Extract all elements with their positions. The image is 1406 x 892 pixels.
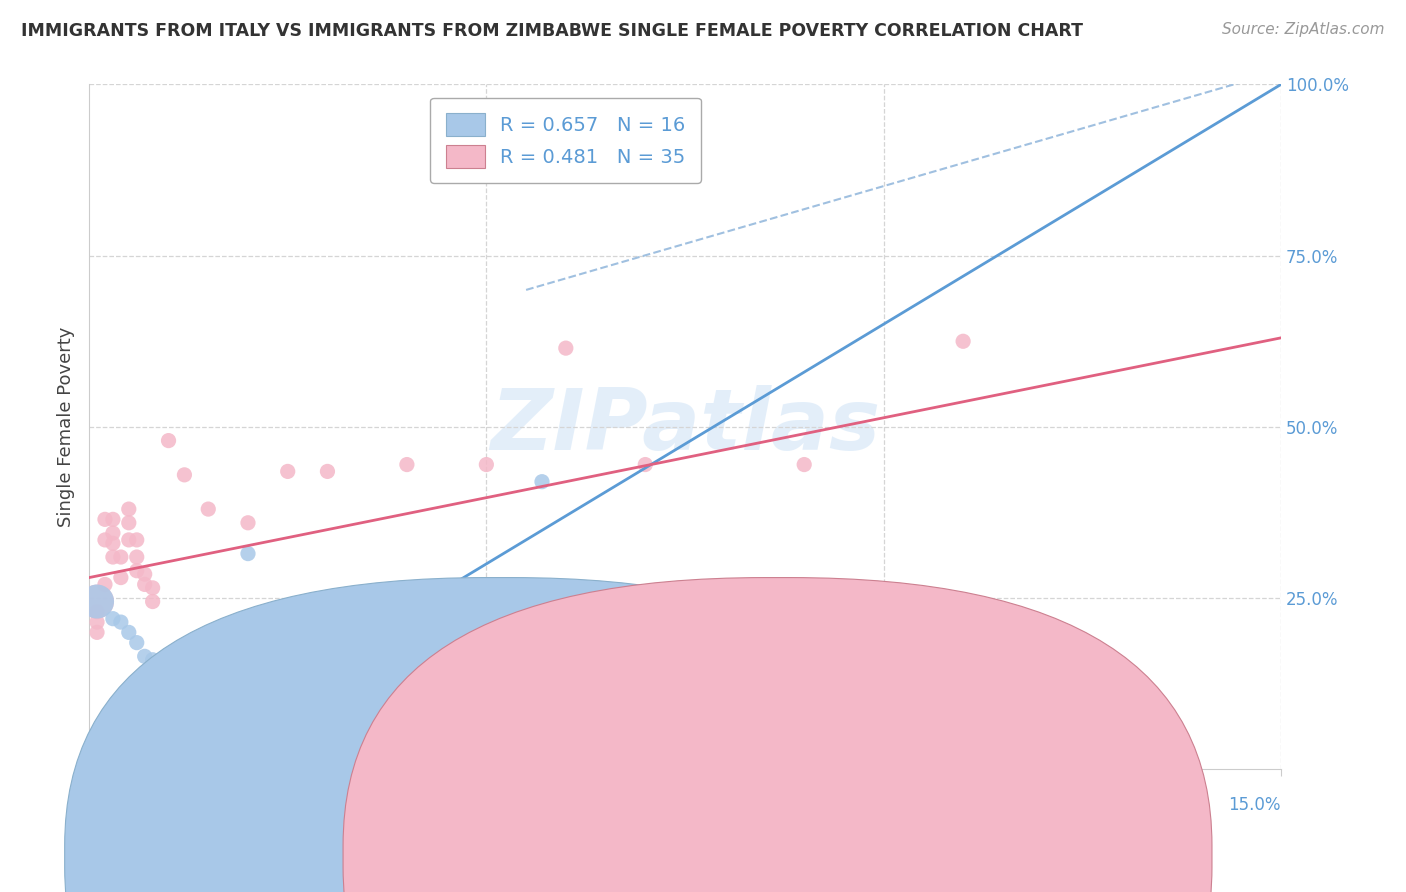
Point <box>236 547 259 561</box>
Point <box>101 512 124 526</box>
Point <box>94 512 117 526</box>
Point <box>808 683 831 698</box>
Point <box>134 577 156 591</box>
Point <box>110 571 132 585</box>
Text: IMMIGRANTS FROM ITALY VS IMMIGRANTS FROM ZIMBABWE SINGLE FEMALE POVERTY CORRELAT: IMMIGRANTS FROM ITALY VS IMMIGRANTS FROM… <box>21 22 1083 40</box>
Point <box>793 458 815 472</box>
Point <box>554 341 576 355</box>
Point <box>619 677 641 691</box>
Point <box>101 526 124 541</box>
Point <box>197 502 219 516</box>
Point <box>142 653 165 667</box>
Point <box>754 680 776 694</box>
Point <box>856 687 879 701</box>
Point <box>277 464 299 478</box>
Point <box>125 549 148 564</box>
Point <box>101 549 124 564</box>
Point <box>236 516 259 530</box>
Point <box>395 458 418 472</box>
Point <box>125 533 148 547</box>
Point <box>101 536 124 550</box>
Point <box>634 458 657 472</box>
Text: 0.0%: 0.0% <box>89 797 131 814</box>
Point <box>94 533 117 547</box>
Point <box>499 680 522 694</box>
Point <box>118 502 141 516</box>
Y-axis label: Single Female Poverty: Single Female Poverty <box>58 326 75 527</box>
Legend: R = 0.657   N = 16, R = 0.481   N = 35: R = 0.657 N = 16, R = 0.481 N = 35 <box>430 97 702 184</box>
Point <box>125 564 148 578</box>
Point <box>110 549 132 564</box>
Point <box>125 635 148 649</box>
Point <box>673 673 696 688</box>
Point <box>86 605 108 619</box>
Text: Immigrants from Zimbabwe: Immigrants from Zimbabwe <box>813 847 1045 865</box>
Point <box>134 567 156 582</box>
Point <box>118 516 141 530</box>
Point <box>86 615 108 629</box>
Text: Source: ZipAtlas.com: Source: ZipAtlas.com <box>1222 22 1385 37</box>
Text: ZIPatlas: ZIPatlas <box>489 385 880 468</box>
Point <box>142 594 165 608</box>
Point <box>475 458 498 472</box>
Point <box>142 581 165 595</box>
Text: 15.0%: 15.0% <box>1229 797 1281 814</box>
Point <box>86 594 108 608</box>
Point <box>101 612 124 626</box>
Point <box>134 649 156 664</box>
Point <box>952 334 974 349</box>
Point <box>86 625 108 640</box>
Point <box>530 475 553 489</box>
Point <box>94 577 117 591</box>
Point <box>316 464 339 478</box>
Point <box>86 594 108 608</box>
Point <box>157 434 180 448</box>
Point <box>173 467 195 482</box>
Point <box>118 625 141 640</box>
Point <box>395 615 418 629</box>
Point <box>110 615 132 629</box>
Point <box>118 533 141 547</box>
Text: Immigrants from Italy: Immigrants from Italy <box>534 847 714 865</box>
